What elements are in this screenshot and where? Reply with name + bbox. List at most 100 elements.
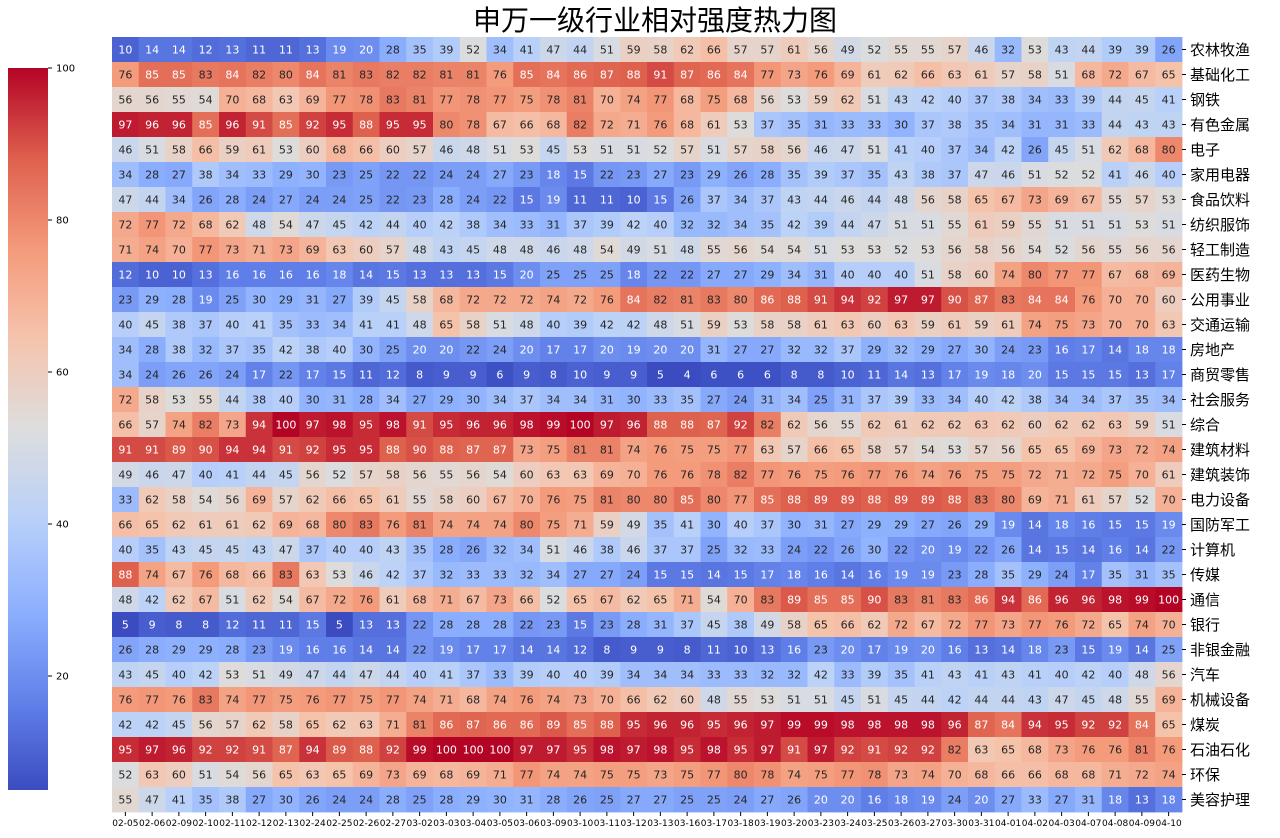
heatmap-cell	[1128, 187, 1156, 213]
heatmap-cell	[486, 587, 514, 613]
heatmap-cell	[406, 387, 434, 413]
heatmap-cell	[272, 487, 300, 513]
cell-value-label: 94	[1028, 719, 1042, 732]
heatmap-cell	[780, 612, 808, 638]
heatmap-cell	[379, 712, 407, 738]
cell-value-label: 56	[1001, 244, 1015, 257]
cell-value-label: 61	[252, 144, 266, 157]
cell-value-label: 9	[630, 369, 637, 382]
heatmap-cell	[807, 337, 835, 363]
heatmap-cell	[941, 112, 969, 138]
row-label: 非银金融	[1190, 641, 1250, 659]
cell-value-label: 58	[466, 319, 480, 332]
cell-value-label: 53	[279, 144, 293, 157]
heatmap-cell	[352, 662, 380, 688]
cell-value-label: 73	[1001, 619, 1015, 632]
heatmap-cell	[513, 487, 541, 513]
cell-value-label: 77	[734, 494, 748, 507]
heatmap-cell	[941, 212, 969, 238]
cell-value-label: 48	[520, 244, 534, 257]
heatmap-cell	[994, 462, 1022, 488]
heatmap-cell	[727, 387, 755, 413]
heatmap-cell	[807, 387, 835, 413]
cell-value-label: 77	[386, 694, 400, 707]
heatmap-cell	[540, 787, 568, 813]
heatmap-cell	[406, 587, 434, 613]
heatmap-cell	[352, 237, 380, 263]
heatmap-cell	[1155, 237, 1183, 263]
heatmap-cell	[540, 637, 568, 663]
cell-value-label: 40	[413, 669, 427, 682]
cell-value-label: 51	[787, 694, 801, 707]
cell-value-label: 52	[653, 144, 667, 157]
heatmap-cell	[299, 612, 327, 638]
cell-value-label: 9	[523, 369, 530, 382]
heatmap-cell	[138, 62, 166, 88]
cell-value-label: 43	[894, 94, 908, 107]
cell-value-label: 74	[439, 519, 453, 532]
cell-value-label: 52	[894, 244, 908, 257]
heatmap-cell	[700, 112, 728, 138]
heatmap-cell	[352, 587, 380, 613]
heatmap-cell	[245, 512, 273, 538]
cell-value-label: 44	[573, 44, 587, 57]
cell-value-label: 28	[359, 394, 373, 407]
cell-value-label: 51	[225, 594, 239, 607]
heatmap-cell	[593, 687, 621, 713]
heatmap-cell	[219, 212, 247, 238]
cell-value-label: 13	[1135, 369, 1149, 382]
cell-value-label: 91	[252, 119, 266, 132]
row-label: 电子	[1190, 141, 1220, 159]
cell-value-label: 51	[653, 244, 667, 257]
cell-value-label: 32	[760, 669, 774, 682]
heatmap-cell	[994, 162, 1022, 188]
heatmap-cell	[727, 137, 755, 163]
cell-value-label: 43	[118, 669, 132, 682]
cell-value-label: 61	[814, 319, 828, 332]
heatmap-cell	[941, 612, 969, 638]
cell-value-label: 66	[520, 119, 534, 132]
heatmap-cell	[1021, 487, 1049, 513]
cell-value-label: 22	[974, 544, 988, 557]
heatmap-cell	[1048, 662, 1076, 688]
cell-value-label: 22	[466, 344, 480, 357]
cell-value-label: 29	[867, 344, 881, 357]
cell-value-label: 53	[332, 569, 346, 582]
heatmap-cell	[1075, 462, 1103, 488]
heatmap-cell	[299, 462, 327, 488]
heatmap-cell	[192, 87, 220, 113]
cell-value-label: 70	[600, 694, 614, 707]
cell-value-label: 15	[306, 619, 320, 632]
cell-value-label: 35	[252, 344, 266, 357]
heatmap-cell	[245, 587, 273, 613]
cell-value-label: 24	[627, 569, 641, 582]
cell-value-label: 70	[172, 244, 186, 257]
heatmap-cell	[780, 112, 808, 138]
cell-value-label: 70	[627, 469, 641, 482]
heatmap-cell	[272, 762, 300, 788]
heatmap-cell	[138, 387, 166, 413]
heatmap-cell	[994, 537, 1022, 563]
heatmap-cell	[299, 162, 327, 188]
cell-value-label: 15	[680, 569, 694, 582]
cell-value-label: 73	[279, 244, 293, 257]
heatmap-cell	[513, 212, 541, 238]
cell-value-label: 28	[145, 344, 159, 357]
cell-value-label: 89	[172, 444, 186, 457]
cell-value-label: 29	[894, 519, 908, 532]
cell-value-label: 17	[546, 344, 560, 357]
cell-value-label: 16	[225, 269, 239, 282]
cell-value-label: 43	[172, 544, 186, 557]
heatmap-cell	[941, 712, 969, 738]
cell-value-label: 76	[814, 69, 828, 82]
heatmap-cell	[647, 737, 675, 763]
heatmap-cell	[219, 262, 247, 288]
heatmap-cell	[1075, 162, 1103, 188]
cell-value-label: 28	[439, 544, 453, 557]
cell-value-label: 66	[1028, 769, 1042, 782]
heatmap-cell	[513, 62, 541, 88]
cell-value-label: 86	[1028, 594, 1042, 607]
cell-value-label: 46	[974, 44, 988, 57]
cell-value-label: 15	[386, 269, 400, 282]
